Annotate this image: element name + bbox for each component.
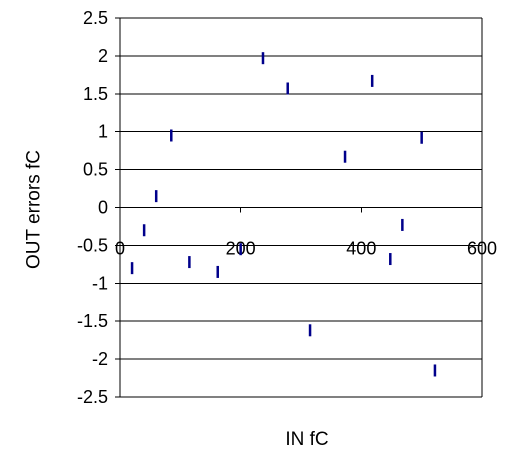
y-tick-label: -2.5	[77, 387, 108, 407]
y-tick-label: -1	[92, 273, 108, 293]
data-point	[389, 253, 392, 266]
data-point	[401, 218, 404, 231]
data-point	[154, 190, 158, 203]
y-axis-title: OUT errors fC	[24, 150, 45, 269]
axes	[115, 17, 483, 398]
data-point	[170, 129, 173, 142]
x-tick-label: 0	[115, 239, 125, 259]
y-tick-label: -0.5	[77, 235, 108, 255]
y-tick-label: 2.5	[83, 8, 108, 28]
y-tick-labels: 2.5 2 1.5 1 0.5 0 -0.5 -1 -1.5 -2 -2.5	[77, 8, 108, 407]
y-tick-label: 0	[98, 198, 108, 218]
x-axis-title: IN fC	[285, 429, 328, 450]
x-tick-labels: 0200400600	[115, 239, 497, 259]
data-point	[308, 324, 312, 337]
data-point	[343, 150, 347, 163]
data-point	[286, 82, 289, 95]
data-point	[239, 243, 242, 256]
data-point	[261, 52, 265, 65]
data-point	[433, 364, 437, 377]
data-point	[216, 265, 219, 278]
y-tick-label: 1	[98, 122, 108, 142]
data-point	[370, 74, 374, 87]
data-point	[130, 262, 134, 275]
y-tick-label: 1.5	[83, 84, 108, 104]
x-tick-label: 600	[467, 239, 497, 259]
y-tick-label: 2	[98, 46, 108, 66]
y-tick-label: -1.5	[77, 311, 108, 331]
data-point	[142, 224, 146, 237]
data-point	[420, 131, 423, 144]
data-points	[130, 52, 437, 377]
y-tick-label: -2	[92, 349, 108, 369]
y-tick-label: 0.5	[83, 160, 108, 180]
x-tick-label: 400	[346, 239, 376, 259]
data-point	[188, 256, 191, 269]
